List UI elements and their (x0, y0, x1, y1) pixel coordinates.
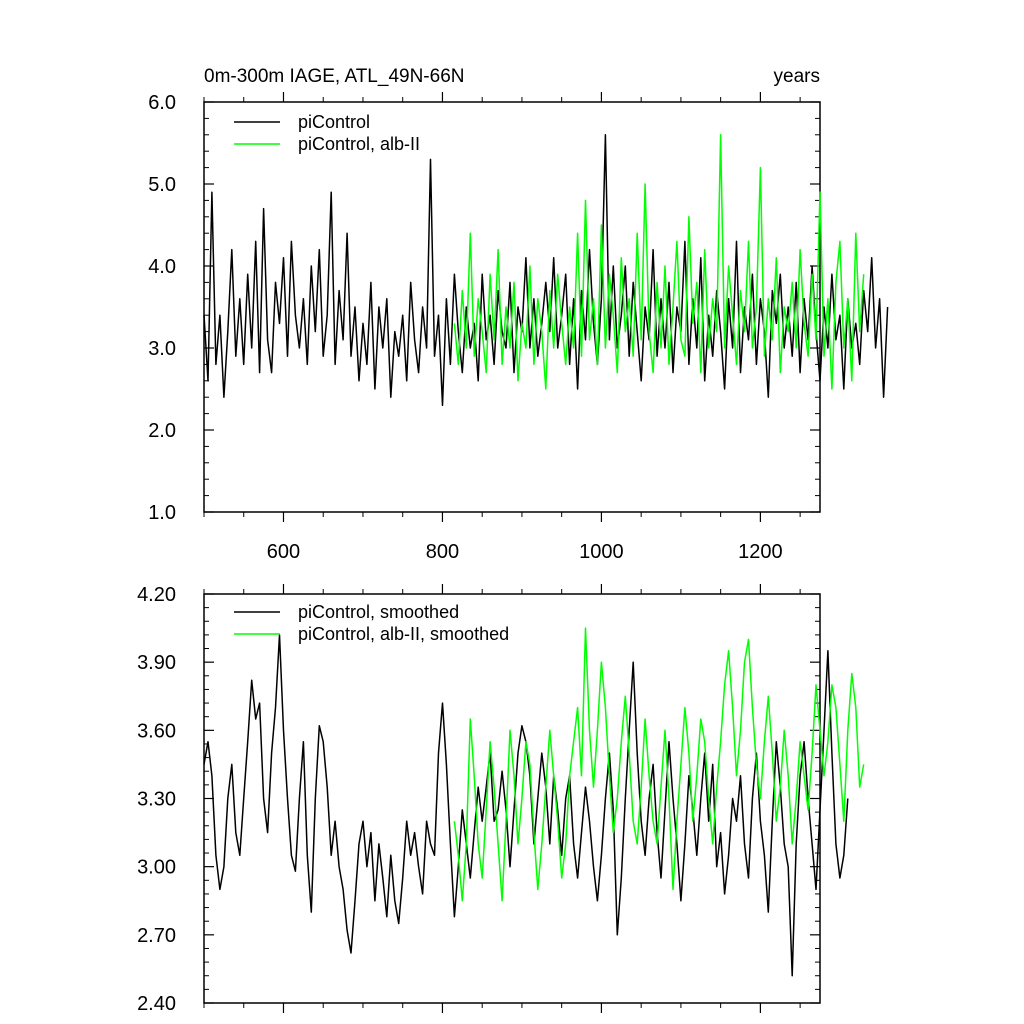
y-tick-label: 4.0 (148, 256, 176, 278)
y-tick-label: 3.30 (137, 789, 176, 811)
x-tick-label: 800 (426, 541, 459, 563)
y-tick-label: 3.00 (137, 857, 176, 879)
series-line-picontrol-alb-ii (453, 134, 865, 390)
top-title-left: 0m-300m IAGE, ATL_49N-66N (204, 66, 464, 87)
x-tick-label: 600 (267, 541, 300, 563)
x-tick-label: 1000 (579, 541, 624, 563)
y-tick-label: 4.20 (137, 584, 176, 606)
bottom-series-group (203, 627, 865, 977)
bottom-panel: 2.40 2.70 3.00 3.30 3.60 3.90 4.20 piControl, … (137, 584, 865, 1015)
top-series-group (203, 134, 889, 407)
x-tick-label: 1200 (738, 541, 783, 563)
series-line-picontrol-alb-ii-smoothed (453, 627, 865, 902)
top-panel: 0m-300m IAGE, ATL_49N-66N years 1.0 2.0 3.… (148, 66, 889, 563)
legend-label-picontrol-smoothed: piControl, smoothed (298, 602, 459, 622)
top-legend: piControl piControl, alb-II (234, 112, 420, 154)
legend-label-picontrol: piControl (298, 112, 370, 132)
bottom-legend: piControl, smoothed piControl, alb-II, s… (234, 602, 509, 644)
series-line-picontrol (203, 134, 889, 407)
y-tick-label: 3.0 (148, 338, 176, 360)
y-tick-label: 2.40 (137, 993, 176, 1015)
y-tick-label: 3.60 (137, 720, 176, 742)
legend-label-picontrol-alb-ii-smoothed: piControl, alb-II, smoothed (298, 624, 509, 644)
y-tick-label: 2.0 (148, 420, 176, 442)
top-plot-frame (203, 101, 821, 513)
bottom-ticks: 2.40 2.70 3.00 3.30 3.60 3.90 4.20 (137, 584, 820, 1015)
top-ticks: 1.0 2.0 3.0 4.0 5.0 6.0 600 800 1000 1200 (148, 92, 820, 563)
y-tick-label: 5.0 (148, 174, 176, 196)
top-title-right: years (774, 66, 820, 87)
y-tick-label: 6.0 (148, 92, 176, 114)
y-tick-label: 2.70 (137, 925, 176, 947)
y-tick-label: 1.0 (148, 502, 176, 524)
legend-label-picontrol-alb-ii: piControl, alb-II (298, 134, 420, 154)
y-tick-label: 3.90 (137, 652, 176, 674)
